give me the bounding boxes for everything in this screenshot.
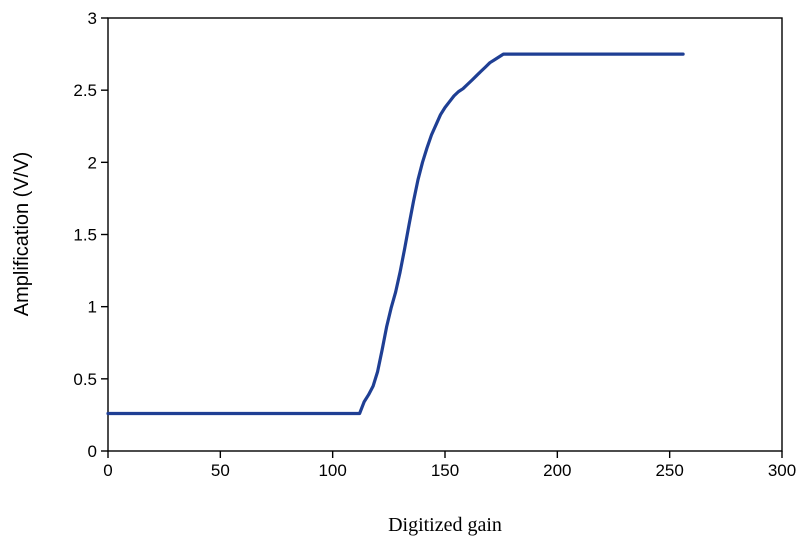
y-tick-label: 2.5: [73, 81, 97, 100]
plot-frame: [107, 17, 783, 452]
series-layer: [106, 52, 685, 416]
y-tick-label: 1.5: [73, 226, 97, 245]
y-tick-label: 2: [88, 153, 97, 172]
y-tick-label: 1: [88, 298, 97, 317]
y-axis: 0 0.5 1 1.5 2 2.5 3: [73, 9, 108, 461]
x-tick-label: 50: [211, 461, 230, 480]
y-tick-label: 0: [88, 442, 97, 461]
y-tick-label: 0.5: [73, 370, 97, 389]
x-tick-label: 250: [655, 461, 683, 480]
x-axis-label: Digitized gain: [388, 514, 502, 536]
y-tick-label: 3: [88, 9, 97, 28]
x-axis: 0 50 100 150 200 250 300: [103, 451, 796, 480]
x-tick-label: 150: [431, 461, 459, 480]
x-tick-label: 300: [768, 461, 796, 480]
x-tick-label: 100: [318, 461, 346, 480]
x-tick-label: 0: [103, 461, 112, 480]
y-axis-label: Amplification (V/V): [11, 152, 33, 317]
series-line: [106, 52, 685, 416]
x-tick-label: 200: [543, 461, 571, 480]
